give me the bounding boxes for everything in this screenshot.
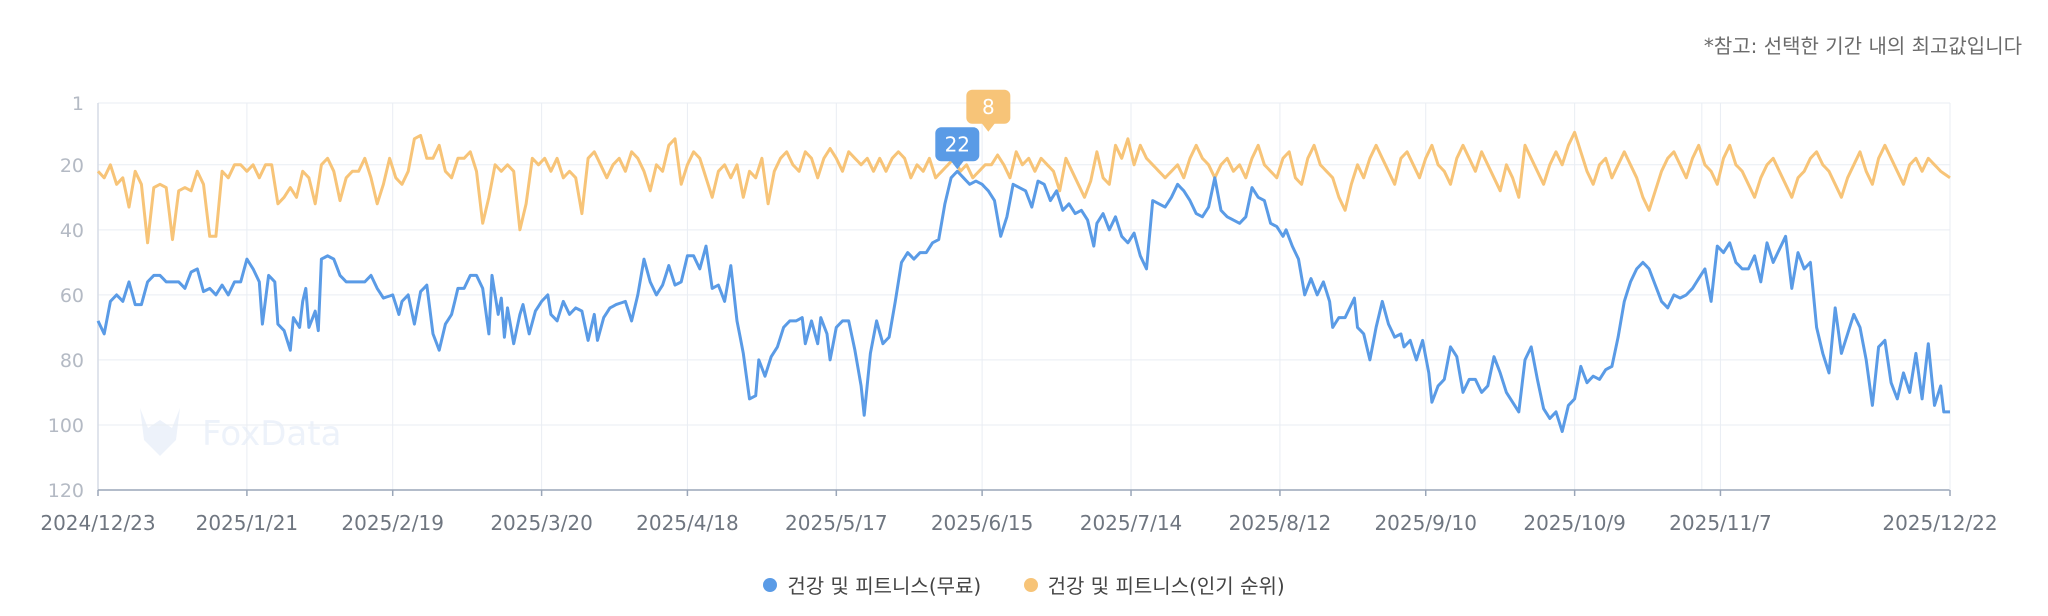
note-text: *참고: 선택한 기간 내의 최고값입니다 bbox=[1703, 34, 2022, 58]
legend-label-free: 건강 및 피트니스(무료) bbox=[787, 574, 982, 598]
peak-label-popular: 8 bbox=[966, 89, 1011, 132]
x-tick-label: 2025/3/20 bbox=[490, 511, 593, 535]
y-tick-label: 20 bbox=[60, 155, 84, 177]
legend-dot-free bbox=[763, 577, 778, 592]
peak-label-popular-pointer bbox=[981, 122, 996, 132]
y-tick-label: 120 bbox=[48, 480, 84, 502]
x-tick-label: 2025/6/15 bbox=[931, 511, 1034, 535]
fox-icon bbox=[140, 408, 180, 456]
legend-item-free[interactable]: 건강 및 피트니스(무료) bbox=[763, 570, 981, 599]
x-tick-label: 2025/7/14 bbox=[1080, 511, 1183, 535]
series-line-free bbox=[96, 169, 1950, 433]
peak-label-free: 22 bbox=[935, 127, 980, 170]
peak-label-free-box bbox=[935, 127, 980, 162]
legend-dot-popular bbox=[1023, 577, 1038, 592]
x-tick-label: 2025/12/22 bbox=[1882, 511, 1997, 535]
y-tick-label: 1 bbox=[72, 93, 84, 115]
legend: 건강 및 피트니스(무료) 건강 및 피트니스(인기 순위) bbox=[0, 570, 2048, 599]
x-tick-label: 2025/11/7 bbox=[1669, 511, 1772, 535]
watermark-text: FoxData bbox=[202, 414, 341, 454]
x-tick-label: 2025/10/9 bbox=[1523, 511, 1626, 535]
y-tick-label: 60 bbox=[60, 285, 84, 307]
y-tick-label: 40 bbox=[60, 220, 84, 242]
y-tick-label: 80 bbox=[60, 350, 84, 372]
x-tick-label: 2025/1/21 bbox=[196, 511, 299, 535]
peak-label-free-pointer bbox=[950, 160, 965, 170]
x-tick-label: 2025/4/18 bbox=[636, 511, 739, 535]
legend-item-popular[interactable]: 건강 및 피트니스(인기 순위) bbox=[1023, 570, 1285, 599]
peak-label-popular-text: 8 bbox=[982, 95, 995, 119]
x-tick-label: 2025/8/12 bbox=[1229, 511, 1332, 535]
peak-label-free-text: 22 bbox=[945, 132, 970, 156]
legend-label-popular: 건강 및 피트니스(인기 순위) bbox=[1047, 574, 1285, 598]
peak-label-popular-box bbox=[966, 89, 1011, 124]
y-tick-label: 100 bbox=[48, 415, 84, 437]
watermark-logo: FoxData bbox=[140, 408, 341, 456]
x-tick-label: 2025/2/19 bbox=[341, 511, 444, 535]
x-tick-label: 2024/12/23 bbox=[40, 511, 155, 535]
x-tick-label: 2025/5/17 bbox=[785, 511, 888, 535]
x-tick-label: 2025/9/10 bbox=[1374, 511, 1477, 535]
series-line-popular bbox=[96, 130, 1951, 245]
